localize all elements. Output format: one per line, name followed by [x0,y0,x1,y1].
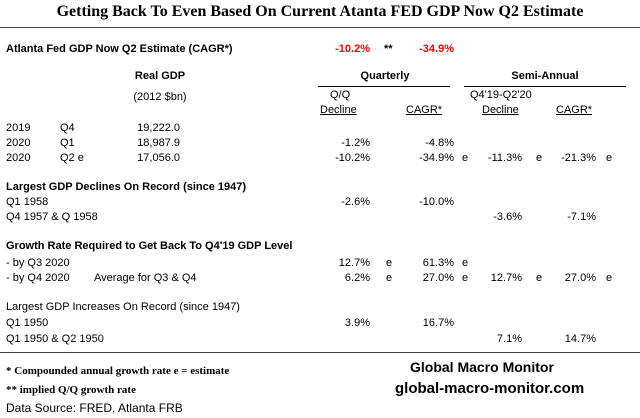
period-header: Q4'19-Q2'20 [470,89,532,101]
row-gdp: 18,987.9 [137,137,180,149]
growth-heading: Growth Rate Required to Get Back To Q4'1… [6,240,293,252]
quarterly-underline [318,86,450,87]
row-year: 2020 [6,152,31,164]
row-semi-decline: 7.1% [496,333,522,345]
estimate-marker: ** [384,43,393,55]
row-cagr: 16.7% [422,317,454,329]
row-semi-decline: 12.7% [490,272,522,284]
row-semi-cagr: -7.1% [567,211,596,223]
row-cagr: -4.8% [425,137,454,149]
row-qq: -1.2% [341,137,370,149]
qq-header: Q/Q [330,89,351,101]
row-gdp: 19,222.0 [137,122,180,134]
row-quarter: Q4 [60,122,75,134]
row-quarter: Q1 [60,137,75,149]
footnote-cagr: * Compounded annual growth rate e = esti… [6,365,230,377]
declines-heading: Largest GDP Declines On Record (since 19… [6,181,247,193]
row-label: Q1 1950 & Q2 1950 [6,333,104,345]
units-header: (2012 $bn) [133,91,187,103]
row-cagr: 61.3% [422,257,454,269]
semi-annual-header: Semi-Annual [511,70,579,82]
row-estimate-flag: e [462,257,469,269]
semi-annual-underline [464,86,626,87]
semi-decline-header: Decline [482,104,519,116]
row-year: 2019 [6,122,31,134]
row-estimate-flag: e [606,152,613,164]
row-label: - by Q3 2020 [6,257,70,269]
estimate-qq-value: -10.2% [335,43,370,55]
brand-name: Global Macro Monitor [410,359,554,375]
row-qq: 12.7% [338,257,370,269]
row-qq: -2.6% [341,196,370,208]
cagr-header: CAGR* [406,104,443,116]
row-estimate-flag: e [606,272,613,284]
row-qq: 6.2% [344,272,370,284]
estimate-label: Atlanta Fed GDP Now Q2 Estimate (CAGR*) [6,43,233,55]
row-estimate-flag: e [386,272,393,284]
row-estimate-flag: e [462,272,469,284]
increases-heading: Largest GDP Increases On Record (since 1… [6,301,240,313]
row-qq: -10.2% [335,152,370,164]
row-estimate-flag: e [536,272,543,284]
row-quarter: Q2 e [60,152,84,164]
row-note: Average for Q3 & Q4 [94,272,197,284]
row-estimate-flag: e [462,152,469,164]
row-label: - by Q4 2020 [6,272,70,284]
real-gdp-header: Real GDP [134,70,186,82]
row-cagr: 27.0% [422,272,454,284]
page-title: Getting Back To Even Based On Current At… [56,3,584,20]
row-qq: 3.9% [344,317,370,329]
estimate-cagr-value: -34.9% [419,43,454,55]
row-semi-decline: -11.3% [487,152,522,164]
row-semi-decline: -3.6% [493,211,522,223]
row-semi-cagr: 27.0% [564,272,596,284]
row-label: Q4 1957 & Q 1958 [6,211,98,223]
row-semi-cagr: 14.7% [564,333,596,345]
row-label: Q1 1950 [6,317,49,329]
row-label: Q1 1958 [6,196,49,208]
row-estimate-flag: e [536,152,543,164]
footer-rule [0,352,640,353]
title-rule [0,27,640,28]
footnote-implied: ** implied Q/Q growth rate [6,384,136,396]
row-cagr: -34.9% [419,152,454,164]
row-gdp: 17,056.0 [137,152,180,164]
data-source: Data Source: FRED, Atlanta FRB [6,401,183,415]
decline-header: Decline [320,104,357,116]
row-cagr: -10.0% [419,196,454,208]
row-year: 2020 [6,137,31,149]
brand-url: global-macro-monitor.com [395,380,585,397]
quarterly-header: Quarterly [360,70,410,82]
row-estimate-flag: e [386,257,393,269]
row-semi-cagr: -21.3% [561,152,596,164]
semi-cagr-header: CAGR* [556,104,593,116]
